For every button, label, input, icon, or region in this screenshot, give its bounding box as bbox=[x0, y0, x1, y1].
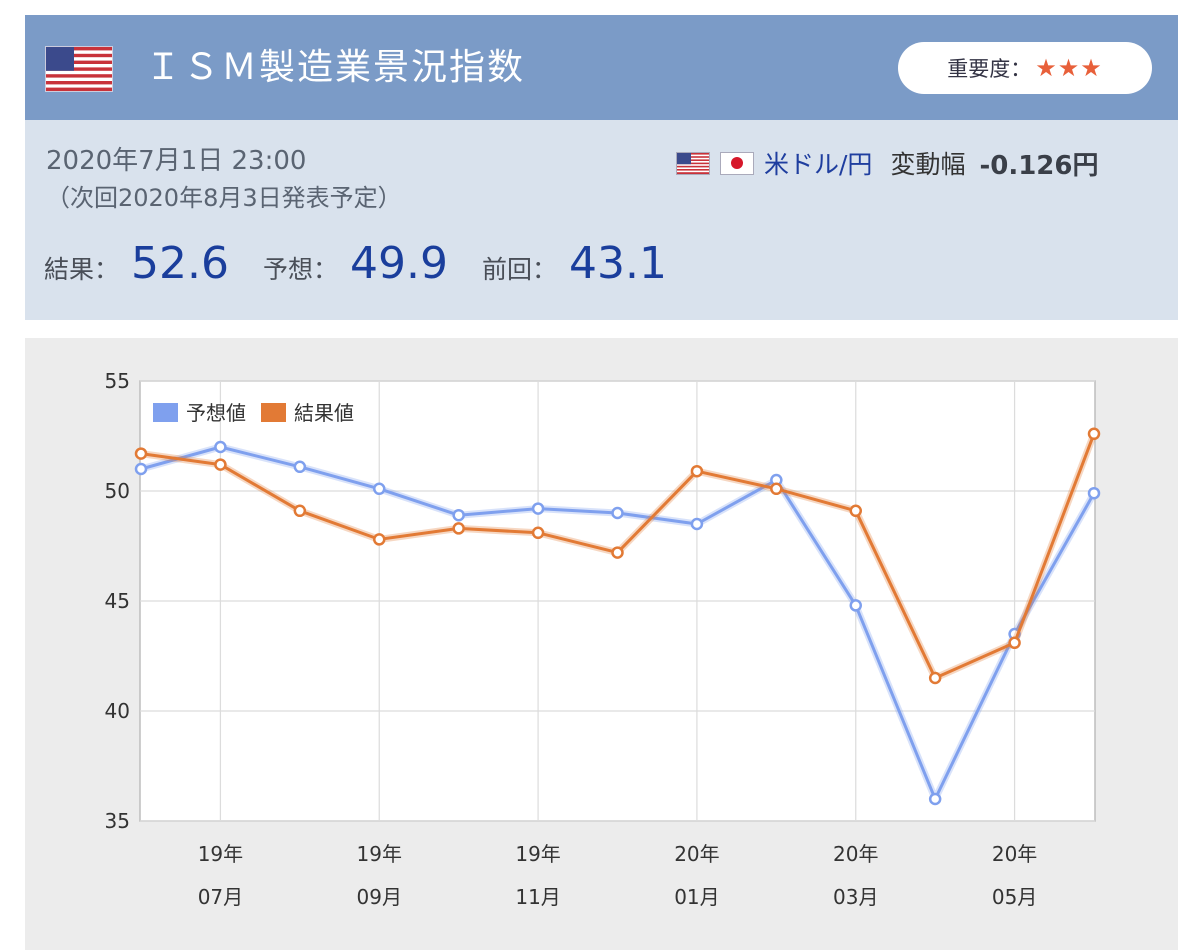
legend: 予想値 結果値 bbox=[151, 401, 354, 425]
data-point bbox=[531, 502, 545, 515]
x-tick-label: 19年 bbox=[515, 842, 560, 866]
chart-series bbox=[134, 427, 1101, 806]
data-point bbox=[690, 517, 704, 531]
result-label: 結果： bbox=[44, 255, 120, 284]
x-tick-label: 07月 bbox=[198, 885, 243, 909]
data-point bbox=[928, 792, 942, 806]
data-point bbox=[214, 440, 227, 454]
grid-lines bbox=[140, 380, 1095, 822]
data-point bbox=[849, 599, 862, 612]
info-panel bbox=[25, 120, 1178, 320]
forecast-label: 予想： bbox=[262, 255, 338, 284]
data-point bbox=[1087, 486, 1101, 500]
x-tick-label: 01月 bbox=[674, 885, 719, 909]
data-point bbox=[134, 447, 148, 460]
change-value: -0.126円 bbox=[979, 150, 1099, 181]
previous-value: 43.1 bbox=[568, 238, 667, 289]
data-point bbox=[770, 482, 783, 496]
forecast-value: 49.9 bbox=[350, 238, 448, 289]
data-point bbox=[293, 504, 307, 518]
jp-flag-icon bbox=[720, 151, 754, 175]
data-point bbox=[928, 671, 942, 685]
data-point bbox=[531, 526, 545, 540]
previous-label: 前回： bbox=[481, 255, 557, 284]
us-flag-icon bbox=[45, 46, 113, 92]
data-point bbox=[452, 522, 465, 535]
x-tick-label: 20年 bbox=[833, 842, 878, 866]
x-tick-label: 20年 bbox=[674, 842, 719, 866]
data-point bbox=[611, 546, 624, 559]
y-tick-label: 55 bbox=[105, 369, 130, 393]
data-point bbox=[373, 482, 386, 496]
data-point bbox=[611, 506, 624, 520]
x-tick-label: 19年 bbox=[357, 842, 402, 866]
x-tick-label: 11月 bbox=[515, 885, 560, 909]
y-tick-label: 50 bbox=[105, 479, 130, 503]
us-flag-icon bbox=[676, 151, 710, 175]
x-tick-label: 19年 bbox=[198, 842, 243, 866]
data-point bbox=[1087, 427, 1101, 441]
legend-label: 結果値 bbox=[294, 401, 354, 425]
data-point bbox=[1008, 636, 1021, 650]
data-point bbox=[214, 458, 227, 471]
change-label: 変動幅 bbox=[890, 150, 966, 179]
legend-swatch bbox=[151, 401, 180, 424]
result-value: 52.6 bbox=[131, 238, 229, 289]
x-axis: 19年 07月 19年 09月 19年 11月 20年 01月 20年 03月 20年 05月 bbox=[198, 842, 1038, 909]
page-title: ＩＳＭ製造業景況指数 bbox=[145, 47, 526, 88]
data-point bbox=[373, 533, 386, 546]
data-point bbox=[452, 508, 465, 522]
x-tick-label: 20年 bbox=[992, 842, 1037, 866]
y-tick-label: 45 bbox=[105, 589, 130, 613]
y-axis: 55 50 45 40 35 bbox=[105, 369, 130, 833]
y-tick-label: 40 bbox=[105, 699, 130, 723]
x-tick-label: 03月 bbox=[833, 885, 878, 909]
importance-badge: 重要度： ★★★ bbox=[898, 42, 1152, 94]
importance-label: 重要度： bbox=[947, 57, 1032, 81]
data-point bbox=[293, 460, 307, 474]
data-point bbox=[849, 504, 862, 518]
release-datetime: 2020年7月1日 23:00 bbox=[46, 146, 307, 176]
next-release: （次回2020年8月3日発表予定） bbox=[46, 184, 402, 212]
legend-swatch bbox=[259, 401, 288, 424]
data-point bbox=[690, 464, 704, 478]
legend-label: 予想値 bbox=[186, 401, 246, 425]
currency-pair-link[interactable]: 米ドル/円 bbox=[764, 150, 873, 179]
y-tick-label: 35 bbox=[105, 809, 130, 833]
x-tick-label: 09月 bbox=[357, 885, 402, 909]
values-row: 結果： 52.6 予想： 49.9 前回： 43.1 bbox=[44, 238, 701, 292]
data-point bbox=[134, 462, 148, 476]
currency-pair-area: 米ドル/円 変動幅 -0.126円 bbox=[676, 146, 1099, 181]
x-tick-label: 05月 bbox=[992, 885, 1037, 909]
star-icon: ★★★ bbox=[1035, 54, 1103, 82]
